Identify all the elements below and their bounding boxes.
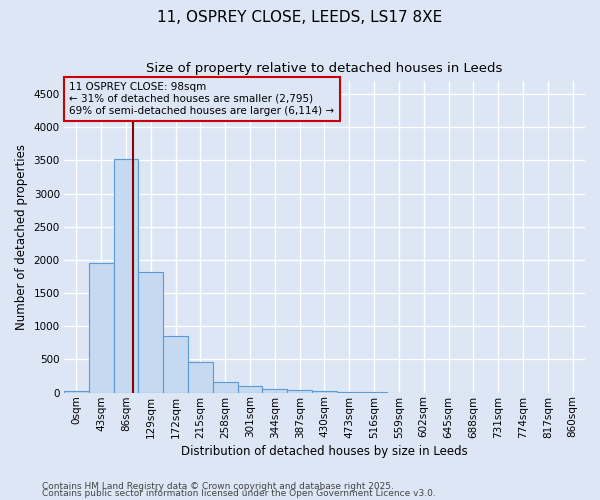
Text: 11 OSPREY CLOSE: 98sqm
← 31% of detached houses are smaller (2,795)
69% of semi-: 11 OSPREY CLOSE: 98sqm ← 31% of detached… — [69, 82, 334, 116]
Bar — [163, 336, 188, 392]
Y-axis label: Number of detached properties: Number of detached properties — [15, 144, 28, 330]
X-axis label: Distribution of detached houses by size in Leeds: Distribution of detached houses by size … — [181, 444, 468, 458]
Bar — [238, 386, 262, 392]
Text: 11, OSPREY CLOSE, LEEDS, LS17 8XE: 11, OSPREY CLOSE, LEEDS, LS17 8XE — [157, 10, 443, 25]
Bar — [312, 391, 337, 392]
Bar — [213, 382, 238, 392]
Bar — [262, 388, 287, 392]
Bar — [188, 362, 213, 392]
Text: Contains public sector information licensed under the Open Government Licence v3: Contains public sector information licen… — [42, 489, 436, 498]
Text: Contains HM Land Registry data © Crown copyright and database right 2025.: Contains HM Land Registry data © Crown c… — [42, 482, 394, 491]
Bar — [64, 390, 89, 392]
Bar — [89, 264, 113, 392]
Bar — [287, 390, 312, 392]
Bar — [139, 272, 163, 392]
Title: Size of property relative to detached houses in Leeds: Size of property relative to detached ho… — [146, 62, 503, 76]
Bar — [113, 159, 139, 392]
